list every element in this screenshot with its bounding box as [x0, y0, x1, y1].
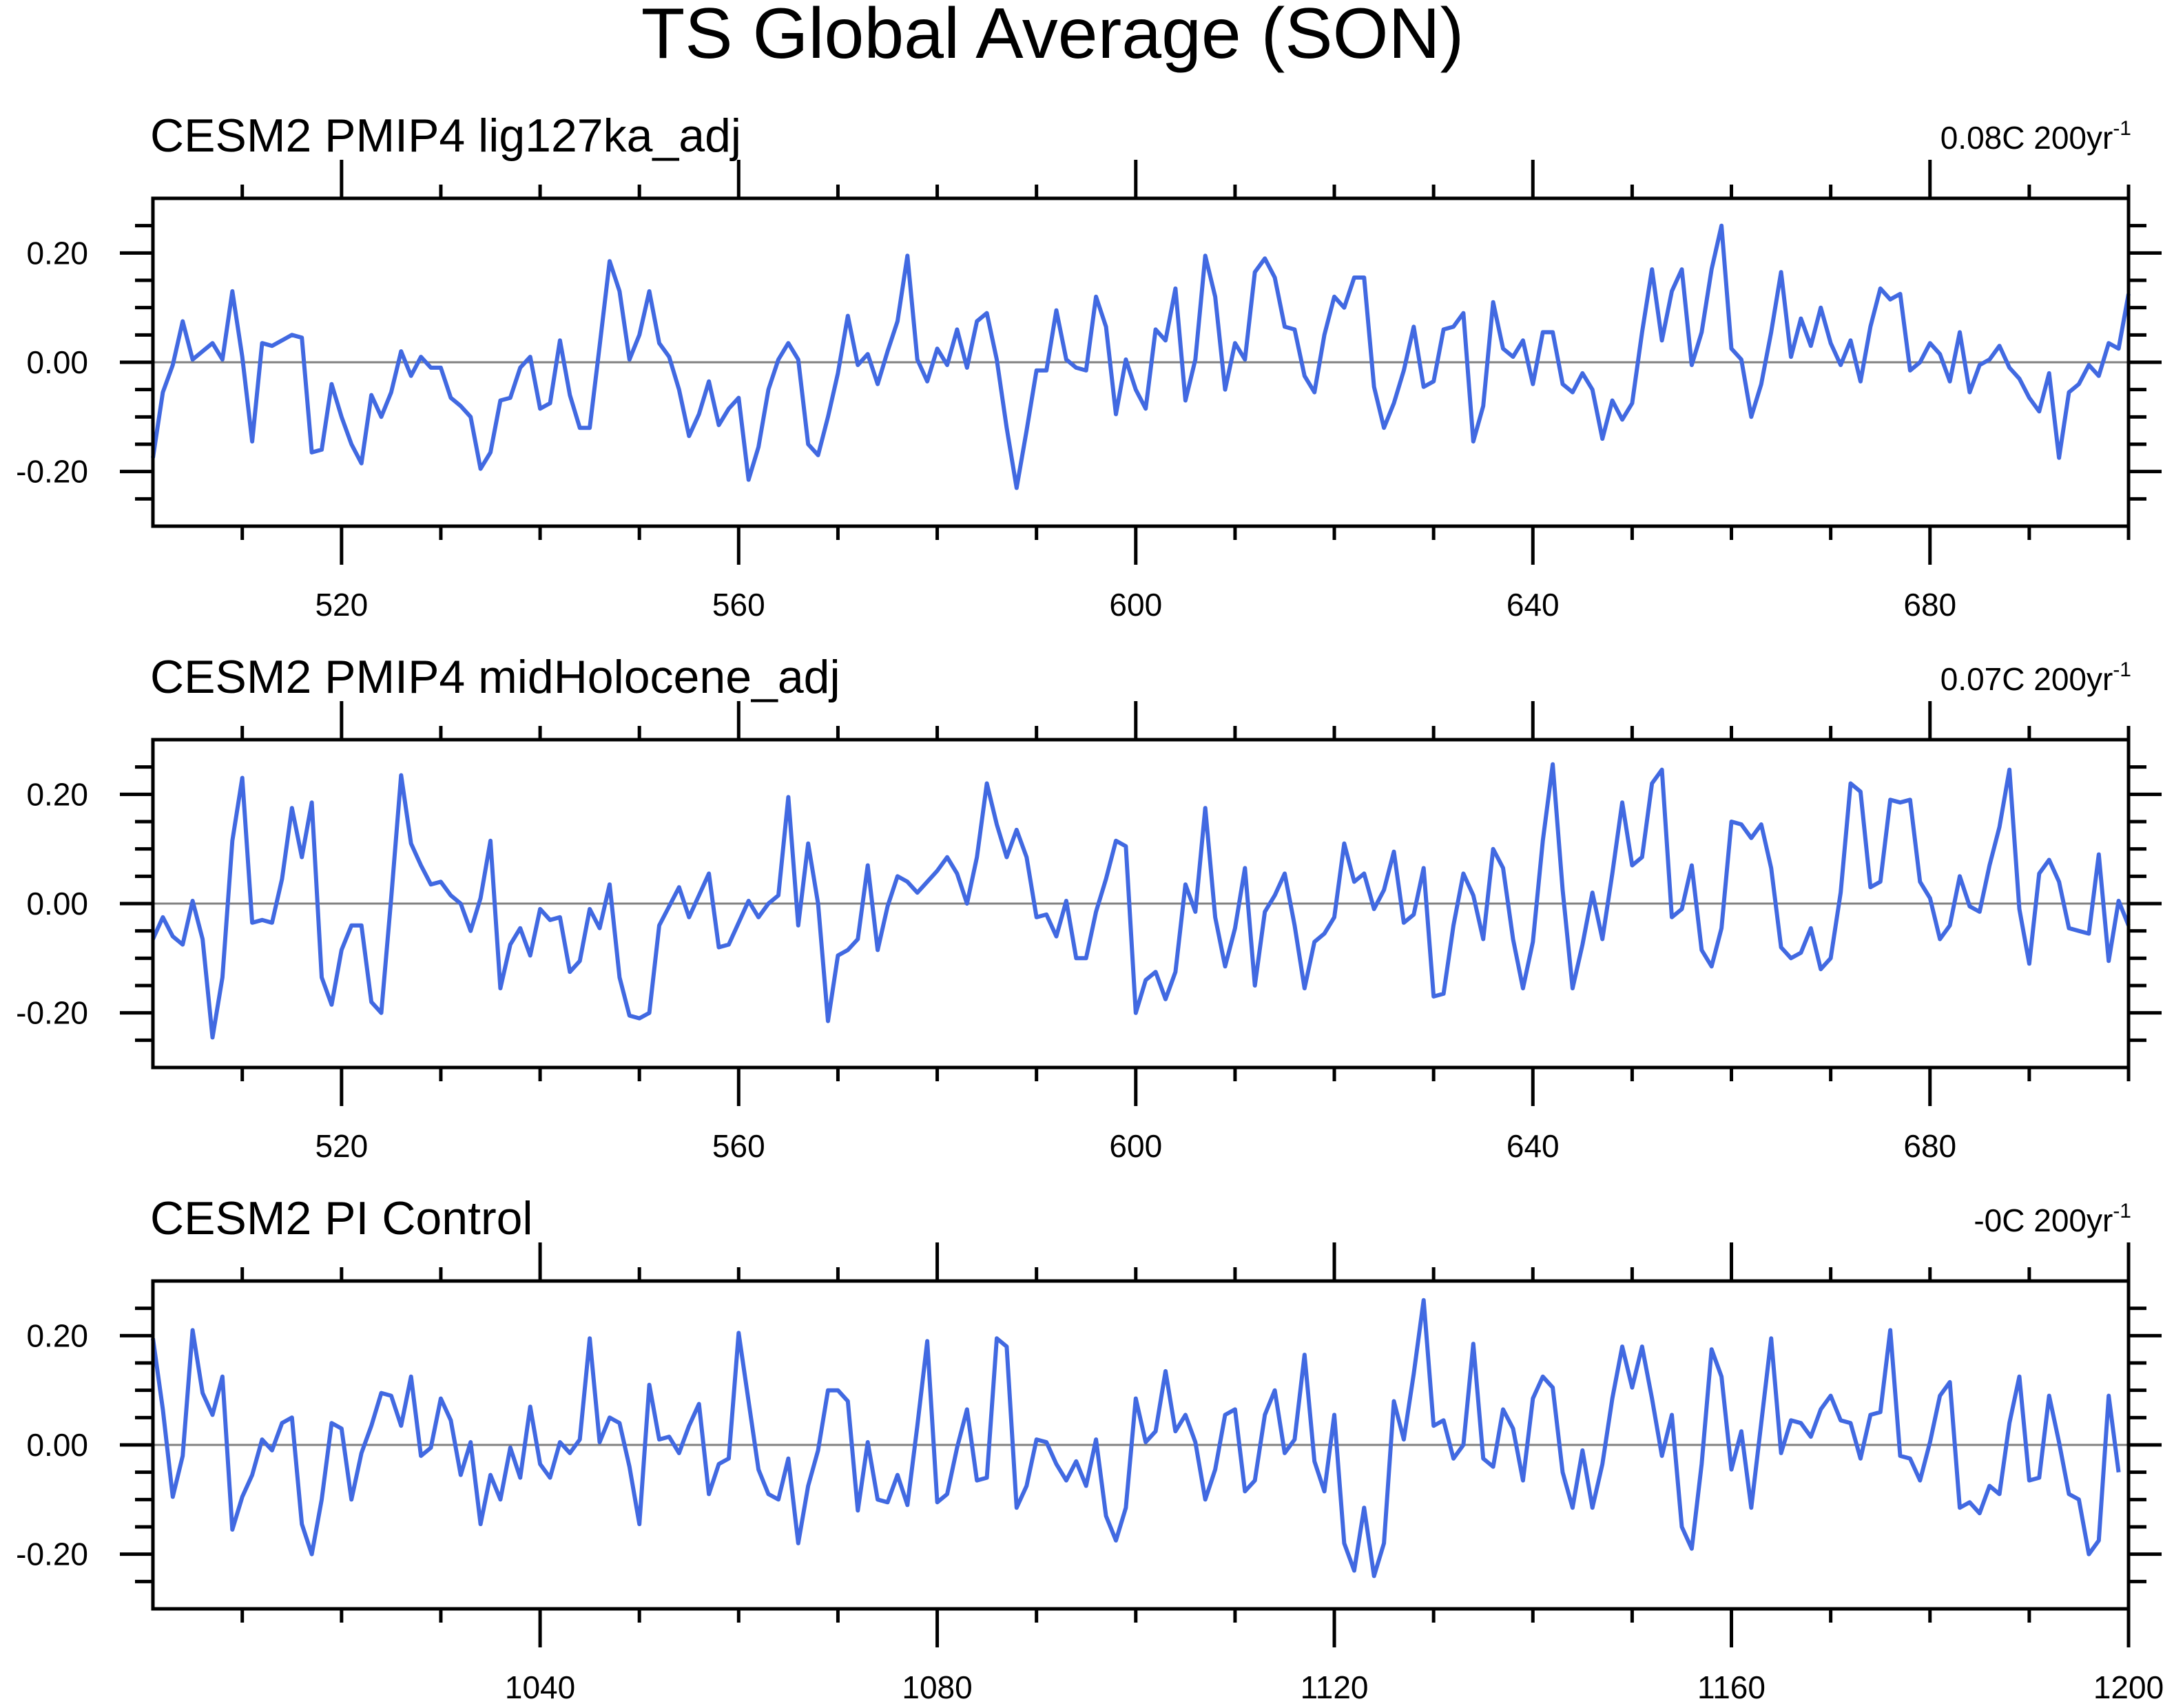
x-tick-label: 1080 — [902, 1669, 972, 1705]
trend-label-text: -0C 200yr — [1974, 1202, 2113, 1238]
series-line — [151, 1298, 2121, 1579]
chart-panel-2: CESM2 PMIP4 midHolocene_adj 0.07C 200yr-1… — [16, 651, 2162, 1164]
x-tick-label: 680 — [1903, 587, 1956, 623]
trend-label-exponent: -1 — [2113, 658, 2131, 681]
plot-frame — [151, 738, 2131, 1070]
y-tick-label: 0.20 — [26, 776, 88, 812]
y-tick-label: 0.00 — [26, 344, 88, 380]
panels-container: CESM2 PMIP4 lig127ka_adj 0.08C 200yr-1520… — [16, 110, 2164, 1705]
plot-frame — [151, 1279, 2131, 1611]
trend-label: -0C 200yr-1 — [1974, 1200, 2131, 1238]
plot-frame — [151, 196, 2131, 528]
x-tick-label: 520 — [315, 1128, 368, 1164]
x-tick-label: 600 — [1109, 1128, 1162, 1164]
chart-panel-3: CESM2 PI Control -0C 200yr-1 1040 1080 1120 1… — [16, 1192, 2164, 1705]
x-tick-label: 1040 — [505, 1669, 575, 1705]
panel-title: CESM2 PMIP4 midHolocene_adj — [150, 651, 840, 703]
x-tick-label: 560 — [712, 587, 765, 623]
trend-label-exponent: -1 — [2113, 117, 2131, 140]
series-line — [151, 762, 2131, 1040]
y-tick-label: 0.00 — [26, 886, 88, 921]
trend-label: 0.07C 200yr-1 — [1940, 658, 2131, 697]
panel-title: CESM2 PMIP4 lig127ka_adj — [150, 110, 741, 162]
x-tick-label: 680 — [1903, 1128, 1956, 1164]
y-tick-label: 0.20 — [26, 235, 88, 271]
trend-label-text: 0.07C 200yr — [1940, 661, 2113, 697]
x-tick-label: 600 — [1109, 587, 1162, 623]
y-tick-label: 0.20 — [26, 1318, 88, 1353]
figure-title: TS Global Average (SON) — [641, 0, 1464, 74]
x-tick-label: 640 — [1507, 587, 1560, 623]
trend-label: 0.08C 200yr-1 — [1940, 117, 2131, 156]
y-tick-label: -0.20 — [16, 995, 88, 1031]
panel-title: CESM2 PI Control — [150, 1192, 533, 1244]
x-tick-label: 1200 — [2093, 1669, 2164, 1705]
y-tick-label: -0.20 — [16, 454, 88, 490]
x-tick-label: 520 — [315, 587, 368, 623]
chart-panel-1: CESM2 PMIP4 lig127ka_adj 0.08C 200yr-1 520… — [16, 110, 2162, 623]
series-line — [151, 223, 2131, 490]
y-tick-label: -0.20 — [16, 1537, 88, 1572]
x-tick-label: 1160 — [1697, 1669, 1766, 1705]
trend-label-text: 0.08C 200yr — [1940, 120, 2113, 156]
y-tick-label: 0.00 — [26, 1427, 88, 1463]
x-tick-label: 640 — [1507, 1128, 1560, 1164]
x-tick-label: 560 — [712, 1128, 765, 1164]
x-tick-label: 1120 — [1301, 1669, 1369, 1705]
trend-label-exponent: -1 — [2113, 1200, 2131, 1222]
